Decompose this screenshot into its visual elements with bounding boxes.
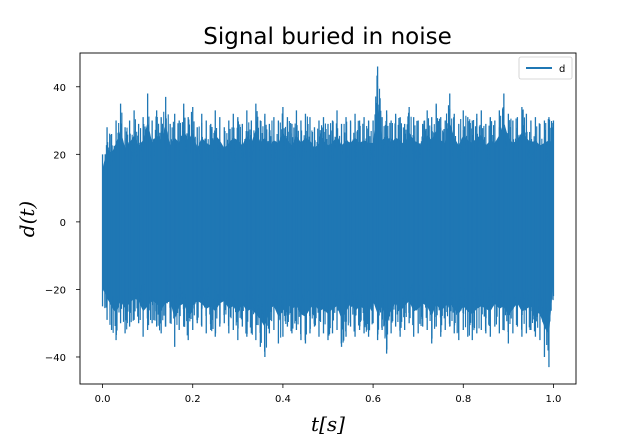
y-tick-label: 40	[53, 83, 66, 94]
y-axis-ticks: −40 −20 0 20 40	[45, 83, 80, 364]
x-tick-label: 0.4	[275, 394, 291, 405]
y-tick-label: −40	[45, 353, 66, 364]
x-tick-label: 0.6	[365, 394, 381, 405]
x-axis-ticks: 0.0 0.2 0.4 0.6 0.8 1.0	[95, 384, 562, 405]
legend: d	[518, 56, 573, 80]
y-tick-label: −20	[45, 285, 66, 296]
plot-area	[101, 66, 555, 368]
axes-frame	[79, 52, 577, 385]
x-tick-label: 1.0	[546, 394, 562, 405]
y-tick-label: 0	[60, 218, 66, 229]
y-tick-label: 20	[53, 150, 66, 161]
x-tick-label: 0.8	[455, 394, 471, 405]
legend-label-d: d	[559, 64, 565, 75]
x-axis-label: t[s]	[311, 412, 345, 436]
y-axis-label: d(t)	[15, 201, 39, 237]
chart-title: Signal buried in noise	[203, 24, 452, 50]
x-tick-label: 0.2	[185, 394, 201, 405]
x-tick-label: 0.0	[95, 394, 111, 405]
